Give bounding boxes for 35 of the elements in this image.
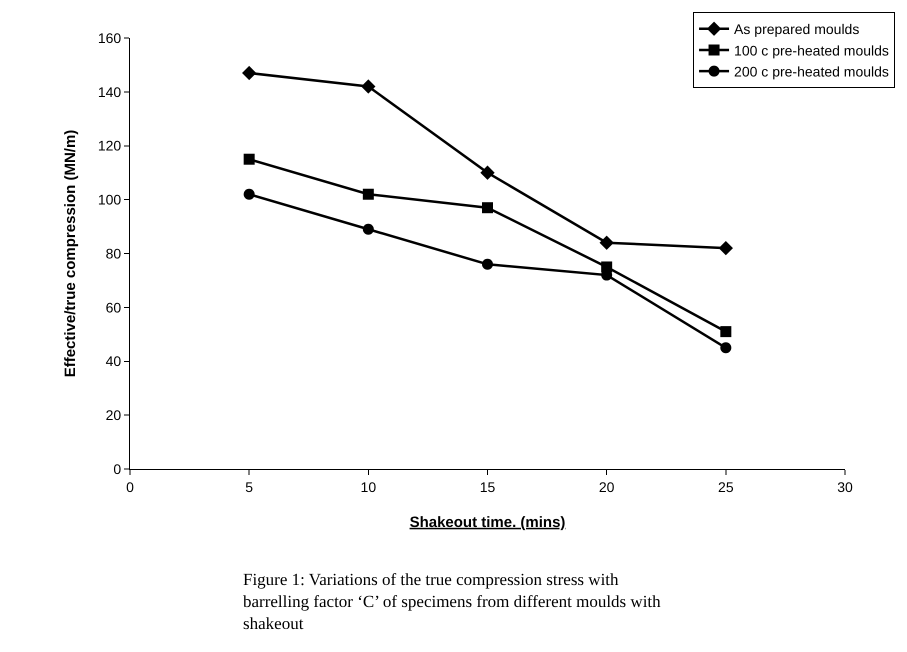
y-tick-label: 160 — [98, 30, 122, 46]
point — [244, 154, 255, 165]
legend-label: 100 c pre-heated moulds — [734, 42, 889, 58]
y-tick-label: 20 — [106, 407, 122, 424]
legend-label: As prepared moulds — [734, 21, 860, 38]
y-tick-label: 80 — [106, 245, 122, 262]
point — [720, 326, 732, 338]
point — [482, 202, 493, 214]
x-tick-label: 5 — [245, 478, 254, 495]
point — [361, 79, 376, 94]
caption: Figure 1: Variations of the true compression stress with barrelling factor ‘C’ of specimens from different moulds with shakeout — [243, 570, 662, 634]
x-tick-label: 25 — [718, 478, 734, 495]
y-tick-label: 140 — [98, 84, 122, 100]
x-axis-title: Shakeout time. (mins) — [410, 514, 566, 531]
x-tick-label: 0 — [126, 478, 134, 495]
point — [242, 66, 256, 80]
y-tick-label: 0 — [113, 460, 122, 477]
y-tick-label: 60 — [106, 299, 122, 316]
legend-label: 200 c pre-heated moulds — [734, 64, 889, 80]
x-tick-label: 20 — [598, 478, 615, 495]
point — [600, 236, 614, 250]
x-tick-label: 10 — [360, 478, 376, 495]
y-tick-label: 40 — [106, 353, 122, 370]
point — [362, 224, 374, 235]
point — [480, 166, 495, 180]
x-tick-label: 30 — [837, 478, 853, 495]
y-tick-label: 120 — [98, 138, 122, 154]
y-axis-title: Effective/true compression (MN/m) — [62, 130, 80, 378]
point — [244, 188, 255, 200]
y-tick-label: 100 — [98, 192, 122, 208]
x-tick-label: 15 — [480, 478, 496, 495]
point — [482, 258, 493, 270]
point — [720, 342, 732, 354]
point — [362, 188, 374, 200]
point — [718, 240, 733, 256]
